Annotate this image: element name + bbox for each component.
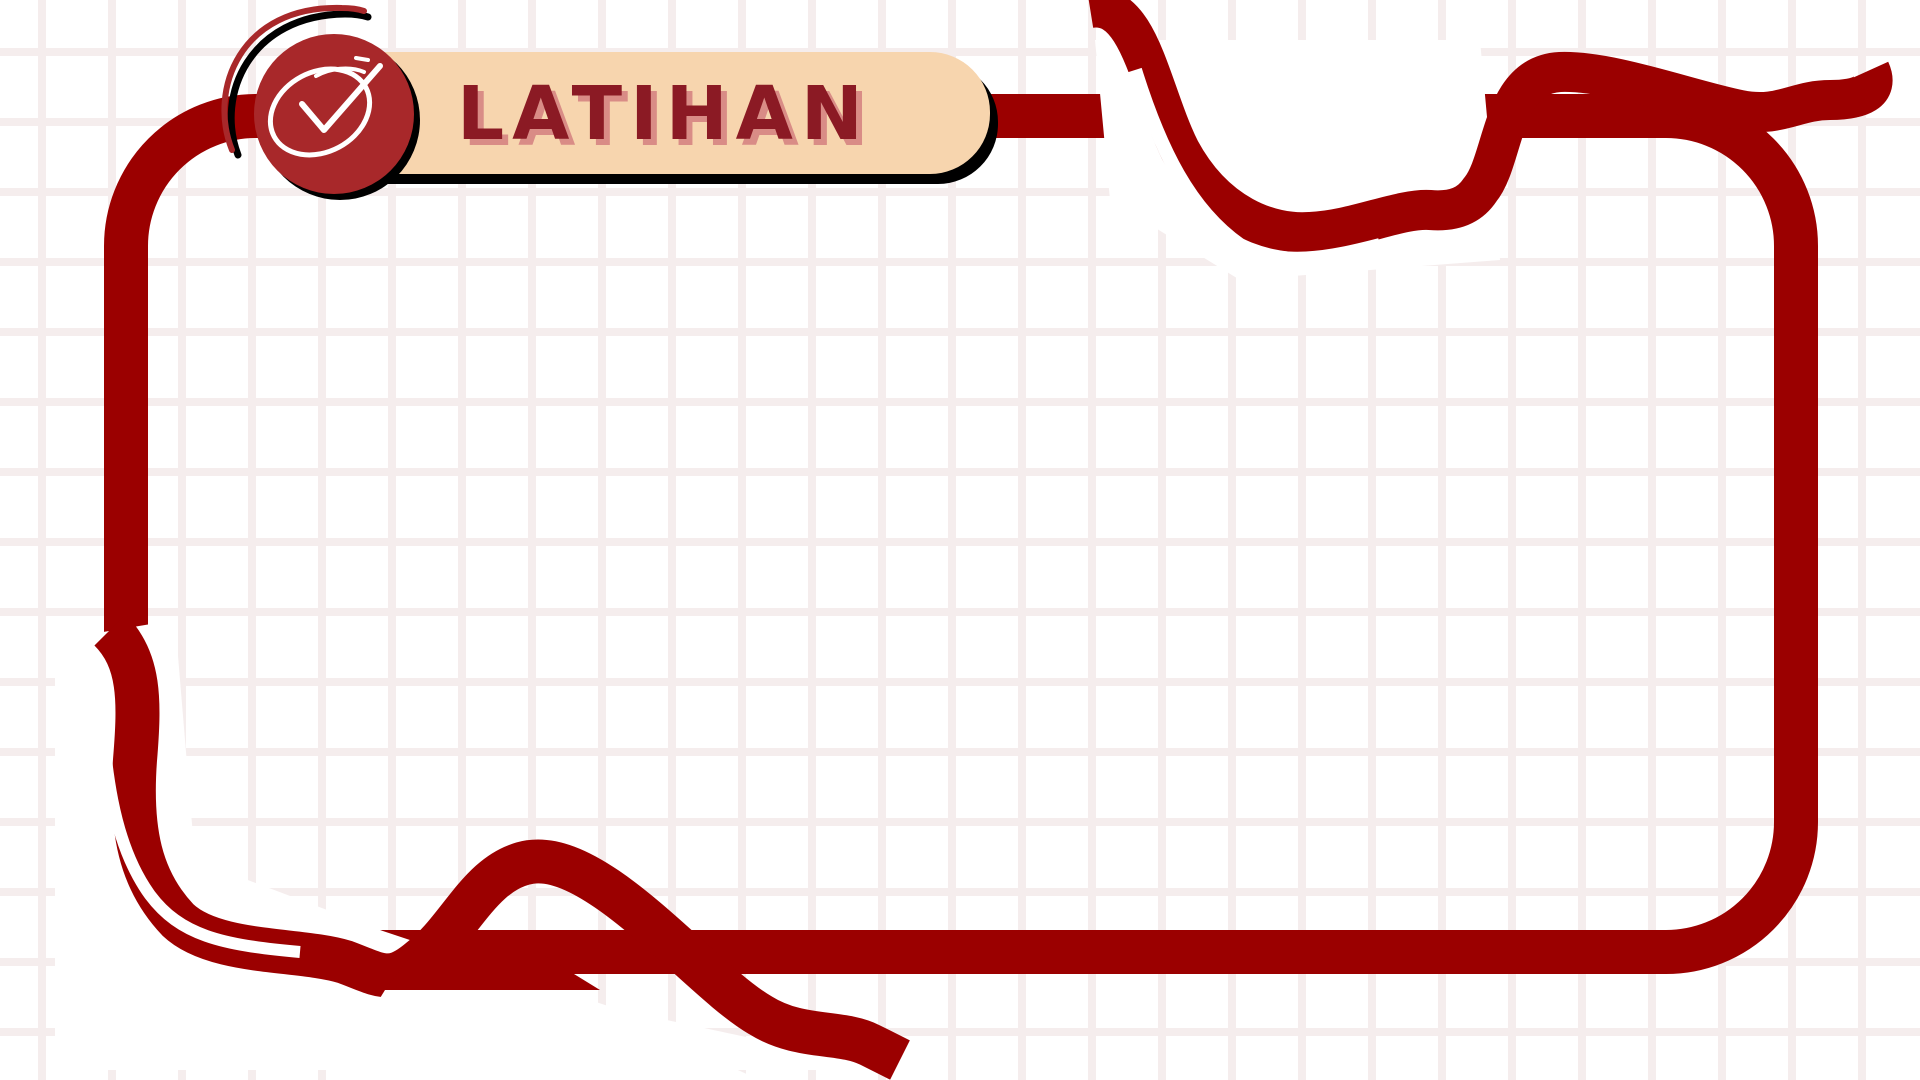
title-text-shadow: LATIHAN — [463, 77, 877, 163]
top-ribbon — [1088, 0, 1893, 253]
top-ribbon-highlight — [1128, 67, 1382, 266]
title-text: LATIHAN — [457, 71, 871, 157]
frame-border — [104, 94, 1818, 974]
bottom-ribbon-highlight — [94, 689, 301, 958]
checkmark-icon — [267, 56, 383, 158]
badge-circle — [254, 34, 414, 194]
badge-outer-arc-accent — [221, 4, 367, 153]
title-pill — [318, 52, 990, 174]
badge-outer-arc — [227, 10, 372, 159]
bottom-ribbon-gap — [330, 990, 760, 1080]
bottom-ribbon-tab — [385, 950, 600, 990]
